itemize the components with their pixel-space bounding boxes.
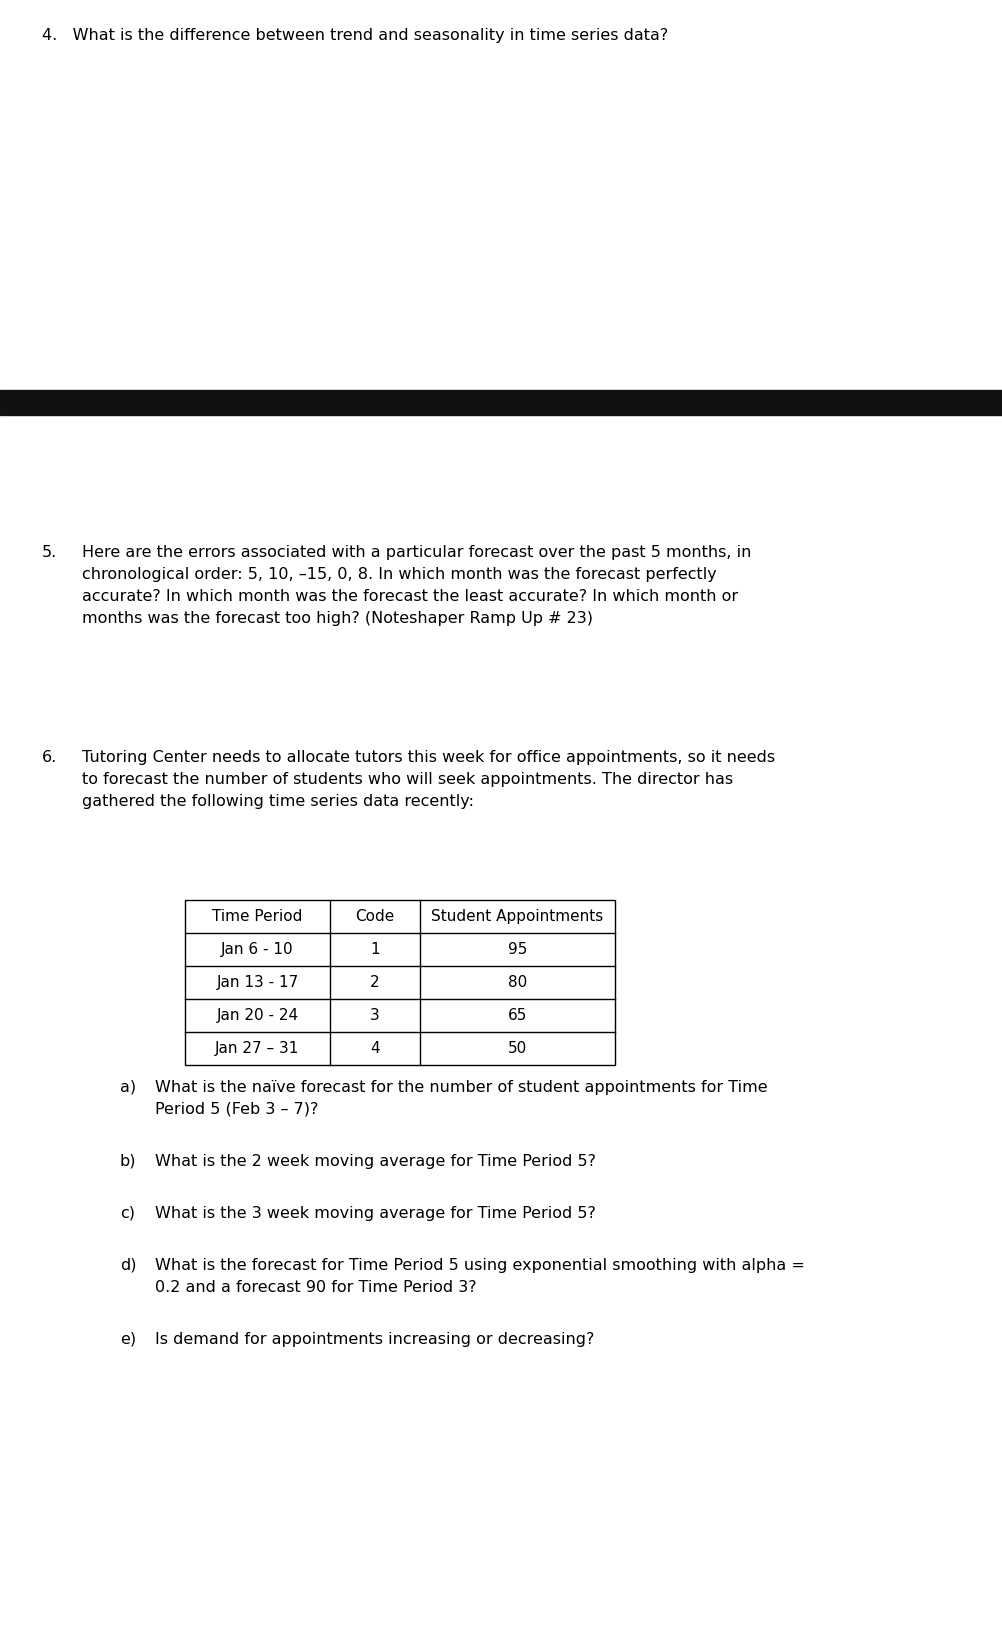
Text: Is demand for appointments increasing or decreasing?: Is demand for appointments increasing or… [155, 1332, 594, 1347]
Text: 1: 1 [370, 942, 380, 957]
Text: 2: 2 [370, 975, 380, 990]
Text: Time Period: Time Period [212, 908, 303, 925]
Text: 3: 3 [370, 1008, 380, 1024]
Text: 4: 4 [370, 1042, 380, 1056]
Text: Jan 27 – 31: Jan 27 – 31 [215, 1042, 300, 1056]
Text: Jan 20 - 24: Jan 20 - 24 [216, 1008, 299, 1024]
Text: a): a) [120, 1081, 136, 1095]
Text: 80: 80 [508, 975, 527, 990]
Text: What is the forecast for Time Period 5 using exponential smoothing with alpha =: What is the forecast for Time Period 5 u… [155, 1258, 805, 1272]
Text: 50: 50 [508, 1042, 527, 1056]
Text: months was the forecast too high? (Noteshaper Ramp Up # 23): months was the forecast too high? (Notes… [82, 611, 593, 626]
Text: accurate? In which month was the forecast the least accurate? In which month or: accurate? In which month was the forecas… [82, 588, 738, 604]
Bar [0, 390, 1002, 414]
Text: 95: 95 [508, 942, 527, 957]
Text: Jan 6 - 10: Jan 6 - 10 [221, 942, 294, 957]
Bar [185, 900, 615, 1064]
Text: Tutoring Center needs to allocate tutors this week for office appointments, so i: Tutoring Center needs to allocate tutors… [82, 751, 776, 765]
Text: d): d) [120, 1258, 136, 1272]
Text: c): c) [120, 1206, 135, 1220]
Text: e): e) [120, 1332, 136, 1347]
Text: chronological order: 5, 10, –15, 0, 8. In which month was the forecast perfectly: chronological order: 5, 10, –15, 0, 8. I… [82, 567, 716, 582]
Text: 6.: 6. [42, 751, 57, 765]
Text: Student Appointments: Student Appointments [432, 908, 603, 925]
Text: Period 5 (Feb 3 – 7)?: Period 5 (Feb 3 – 7)? [155, 1102, 319, 1116]
Text: What is the 3 week moving average for Time Period 5?: What is the 3 week moving average for Ti… [155, 1206, 596, 1220]
Text: What is the naïve forecast for the number of student appointments for Time: What is the naïve forecast for the numbe… [155, 1081, 768, 1095]
Text: to forecast the number of students who will seek appointments. The director has: to forecast the number of students who w… [82, 772, 733, 786]
Text: 65: 65 [508, 1008, 527, 1024]
Text: b): b) [120, 1154, 136, 1168]
Text: 5.: 5. [42, 544, 57, 561]
Text: What is the 2 week moving average for Time Period 5?: What is the 2 week moving average for Ti… [155, 1154, 596, 1168]
Text: Here are the errors associated with a particular forecast over the past 5 months: Here are the errors associated with a pa… [82, 544, 752, 561]
Text: gathered the following time series data recently:: gathered the following time series data … [82, 795, 474, 809]
Text: 0.2 and a forecast 90 for Time Period 3?: 0.2 and a forecast 90 for Time Period 3? [155, 1280, 477, 1295]
Text: Jan 13 - 17: Jan 13 - 17 [216, 975, 299, 990]
Text: Code: Code [356, 908, 395, 925]
Text: 4.   What is the difference between trend and seasonality in time series data?: 4. What is the difference between trend … [42, 28, 668, 42]
